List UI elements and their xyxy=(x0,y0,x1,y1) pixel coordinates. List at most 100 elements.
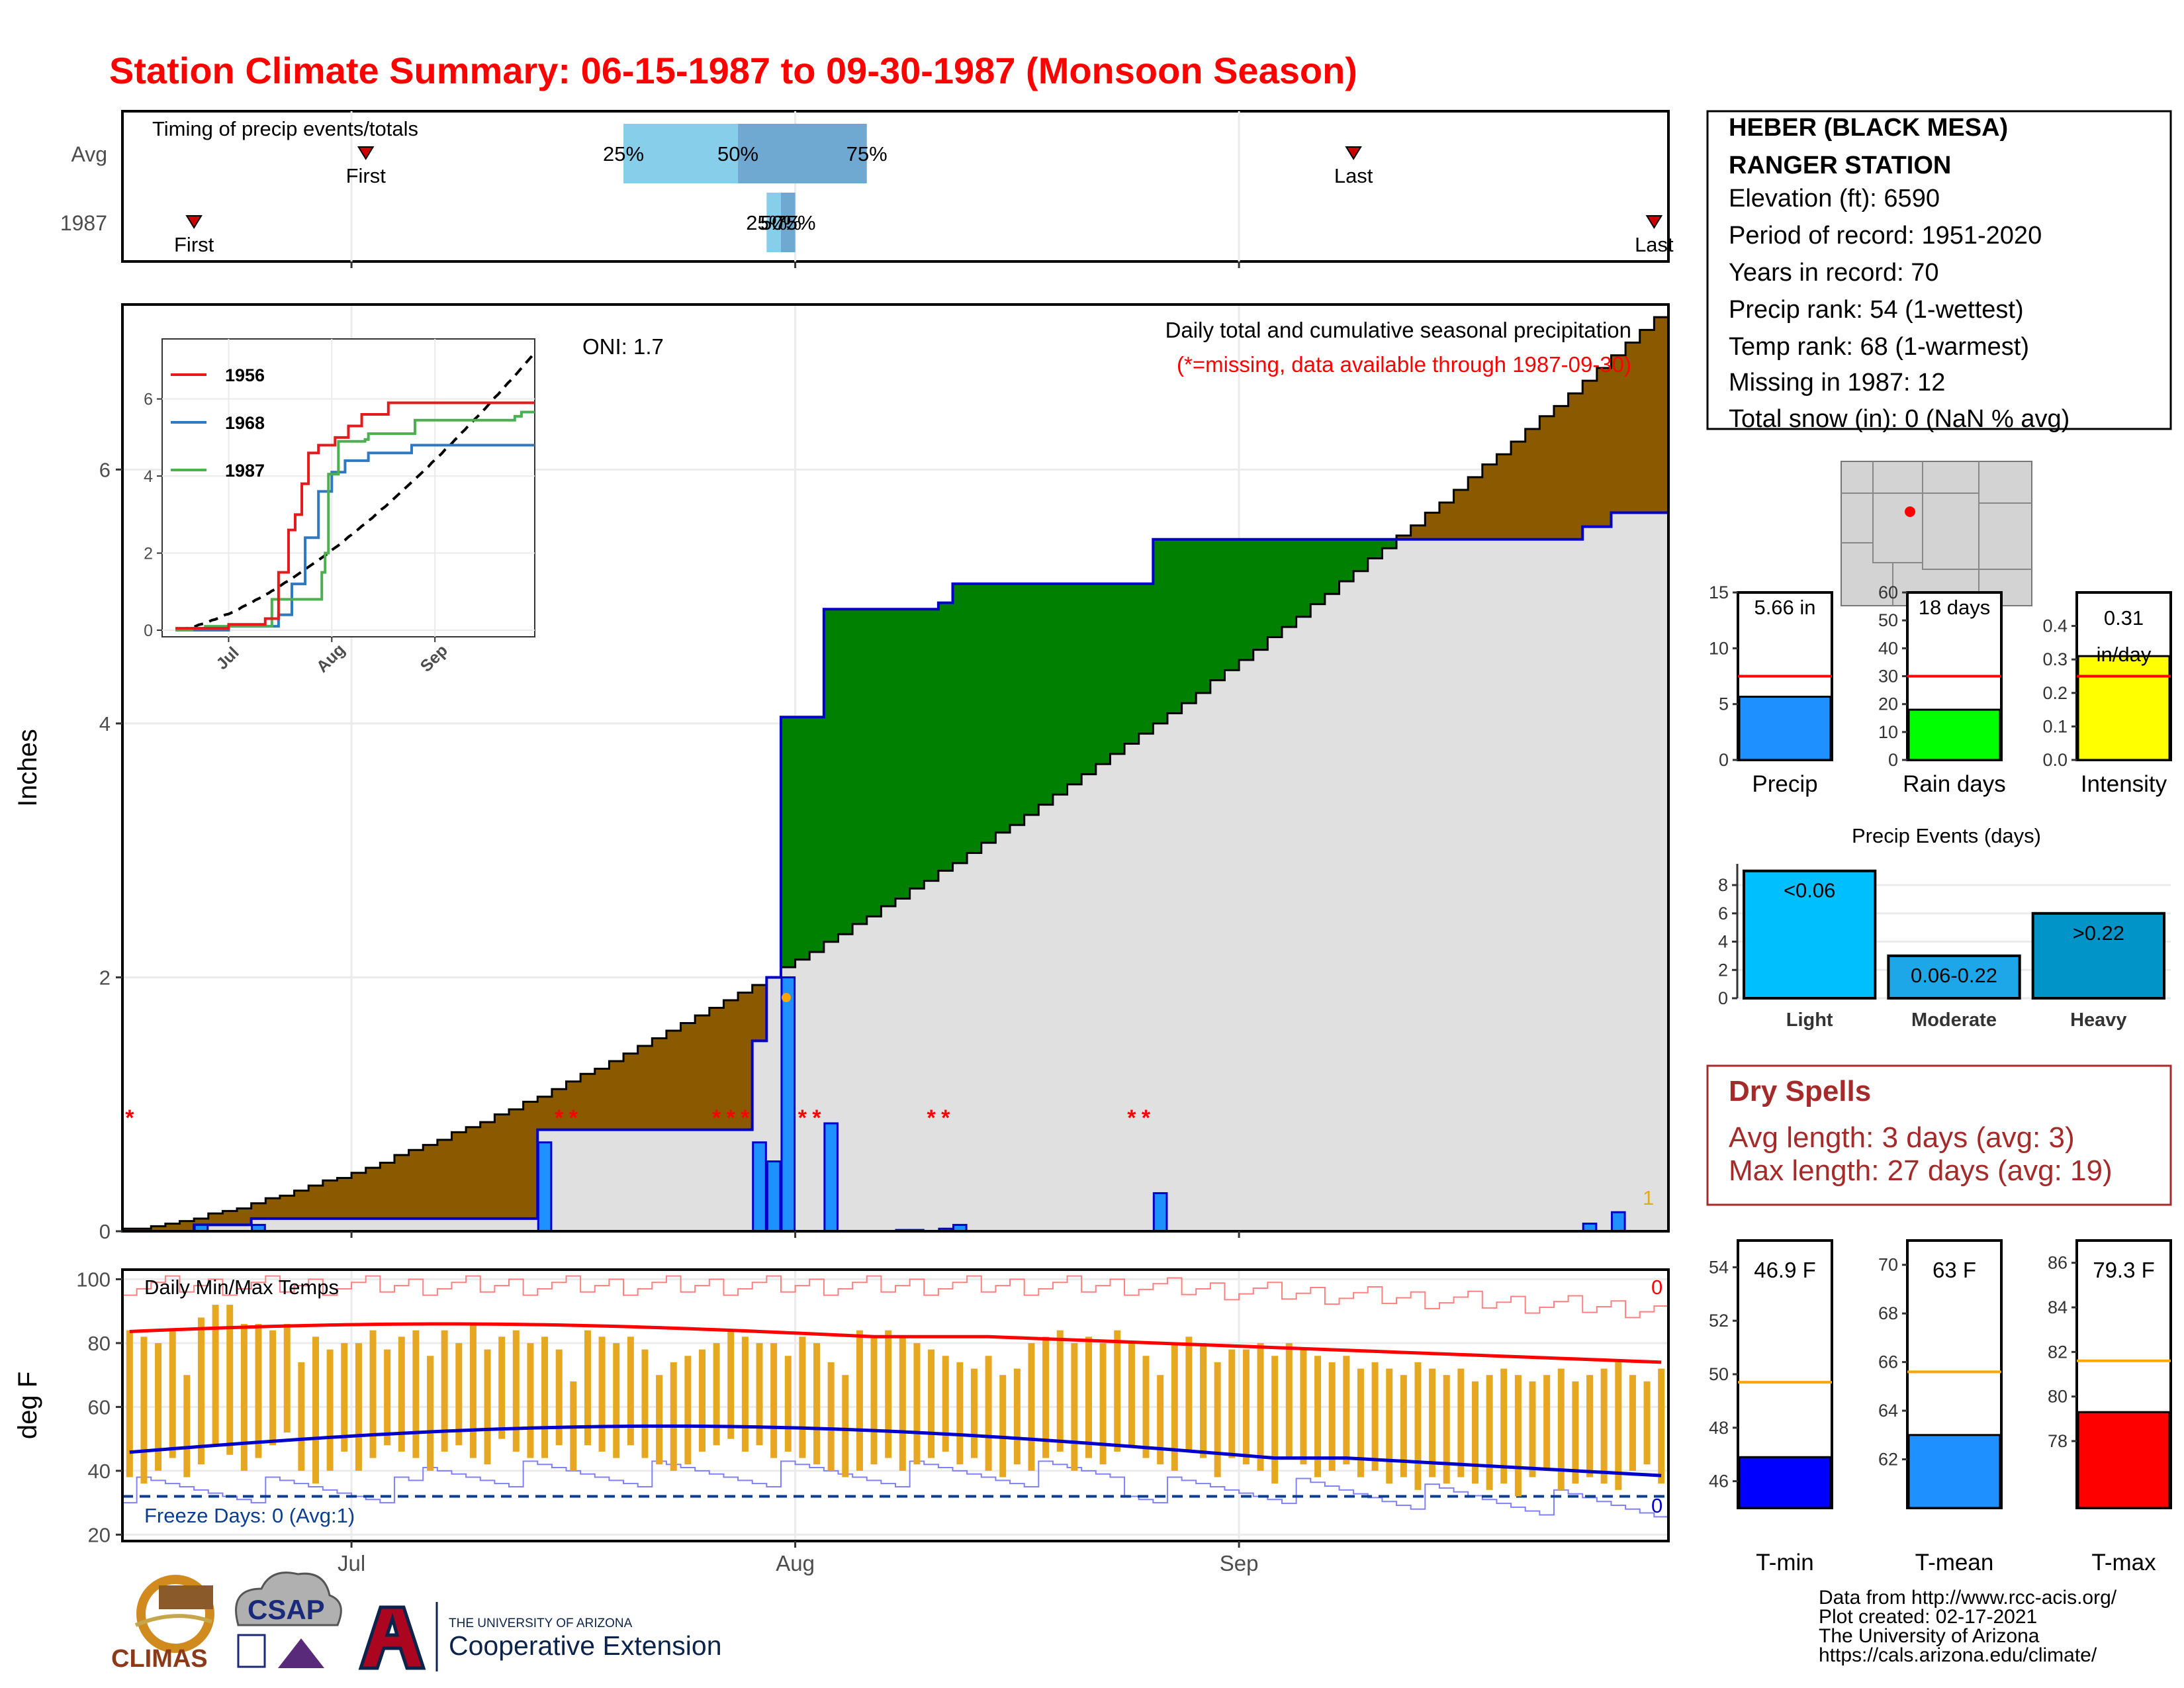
station-location-dot xyxy=(1905,506,1915,517)
inset-ytick-label: 4 xyxy=(144,467,153,486)
daily-temp-bar xyxy=(656,1375,663,1465)
deficit-area xyxy=(1453,490,1469,539)
daily-temp-bar xyxy=(1414,1362,1422,1490)
surplus-area xyxy=(795,717,810,960)
daily-temp-bar xyxy=(269,1330,277,1446)
surplus-area xyxy=(809,717,825,953)
footer-line-3: The University of Arizona xyxy=(1819,1625,2040,1647)
timing-avg-last-label: Last xyxy=(1334,164,1373,187)
mini-ytick-label: 5 xyxy=(1719,694,1729,714)
temp-bottom-count: 0 xyxy=(1651,1494,1662,1517)
timing-avg-first-marker xyxy=(357,146,375,160)
temp-axes: 20 40 60 80 100 Jul Aug Sep xyxy=(76,1268,1258,1575)
daily-temp-bar xyxy=(527,1342,534,1458)
temp-summary-ytick-label: 80 xyxy=(2048,1387,2068,1407)
events-category-label: Light xyxy=(1786,1009,1833,1031)
station-period: Period of record: 1951-2020 xyxy=(1729,222,2042,250)
daily-temp-bar xyxy=(870,1336,878,1465)
temp-xtick-label: Jul xyxy=(338,1551,365,1575)
events-bar-label: <0.06 xyxy=(1784,879,1835,902)
mini-ytick-label: 15 xyxy=(1709,583,1729,602)
obs-cumulative-line xyxy=(122,511,1668,1231)
surplus-area xyxy=(1310,539,1326,604)
deficit-area xyxy=(1553,406,1569,539)
daily-temp-bar xyxy=(412,1330,420,1458)
deficit-area xyxy=(1625,342,1641,513)
deficit-area xyxy=(752,984,767,1041)
daily-temp-bar xyxy=(827,1362,835,1471)
surplus-area xyxy=(1124,583,1140,744)
surplus-area xyxy=(1239,539,1254,660)
surplus-area xyxy=(1224,539,1240,671)
daily-precip-bar xyxy=(766,1160,782,1231)
missing-mark: * xyxy=(941,1105,950,1131)
surplus-area xyxy=(1267,539,1283,637)
daily-temp-bar xyxy=(842,1375,849,1477)
daily-temp-bar xyxy=(1285,1342,1293,1458)
deficit-area xyxy=(466,1127,481,1219)
daily-temp-bar xyxy=(1257,1342,1264,1471)
legend-1956: 1956 xyxy=(225,365,265,385)
deficit-area xyxy=(365,1168,381,1219)
ua-line2: Cooperative Extension xyxy=(449,1630,722,1661)
daily-temp-bar xyxy=(613,1342,620,1458)
timing-row-label-avg: Avg xyxy=(71,142,107,166)
surplus-area xyxy=(1138,583,1154,734)
main-axes: 0 2 4 6 xyxy=(99,458,1240,1243)
daily-temp-bar xyxy=(741,1336,749,1452)
daily-temp-bar xyxy=(1386,1368,1393,1484)
footer-line-1: Data from http://www.rcc-acis.org/ xyxy=(1819,1587,2117,1609)
daily-temp-bar xyxy=(126,1330,133,1477)
daily-precip-bar xyxy=(1582,1222,1598,1231)
surplus-area xyxy=(1081,583,1097,774)
oni-label: ONI: 1.7 xyxy=(582,334,664,359)
temp-xtick-label: Aug xyxy=(776,1551,815,1575)
temp-summary-t-max: 79.3 F 78 80 82 84 86 T-max xyxy=(2048,1239,2172,1575)
deficit-area xyxy=(1482,464,1498,539)
timing-avg-p25-label: 25% xyxy=(603,142,644,165)
deficit-area xyxy=(179,1221,195,1231)
surplus-area xyxy=(1296,539,1311,617)
daily-temp-bar xyxy=(1328,1362,1336,1471)
daily-precip-bar xyxy=(1610,1211,1626,1231)
daily-temp-bar xyxy=(341,1342,348,1452)
deficit-area xyxy=(1410,525,1426,539)
avg-min-line xyxy=(129,1424,1662,1477)
mini-chart-label: Precip xyxy=(1752,771,1817,797)
ua-logo: THE UNIVERSITY OF ARIZONA Cooperative Ex… xyxy=(358,1602,722,1671)
deficit-area xyxy=(723,1000,739,1130)
deficit-area xyxy=(237,1208,252,1225)
daily-temp-bar xyxy=(398,1336,405,1452)
surplus-area xyxy=(995,583,1011,833)
daily-temp-bar xyxy=(970,1368,978,1458)
daily-temp-bar xyxy=(799,1336,806,1458)
events-bar-moderate xyxy=(1887,954,2021,1000)
surplus-area xyxy=(1095,583,1111,765)
missing-mark: * xyxy=(1142,1105,1151,1131)
daily-temp-bar xyxy=(183,1375,191,1477)
surplus-area xyxy=(1196,539,1211,693)
deficit-area xyxy=(394,1154,410,1219)
daily-temp-bar xyxy=(1371,1362,1379,1471)
temp-ytick-label: 40 xyxy=(88,1460,111,1483)
precip-ytick-label: 0 xyxy=(99,1220,111,1243)
temp-summary-ytick-label: 54 xyxy=(1709,1257,1729,1277)
missing-mark: * xyxy=(727,1105,736,1131)
record-max-line xyxy=(122,1275,1668,1319)
daily-temp-bar xyxy=(1185,1336,1193,1452)
mini-value-bar xyxy=(1738,696,1832,761)
daily-temp-bar xyxy=(1314,1356,1322,1477)
daily-temp-bar xyxy=(1085,1336,1092,1458)
temp-summary-bar xyxy=(2077,1411,2171,1509)
timing-row-label-1987: 1987 xyxy=(60,211,107,235)
mini-ytick-label: 0 xyxy=(1888,750,1898,770)
daily-temp-bar xyxy=(1300,1349,1307,1465)
events-bar-light xyxy=(1743,869,1877,1000)
surplus-area xyxy=(1010,583,1025,825)
locator-map xyxy=(1841,461,2032,606)
temp-summary-bar xyxy=(1907,1434,2001,1509)
events-category-label: Heavy xyxy=(2070,1009,2126,1031)
daily-temp-bar xyxy=(455,1342,463,1446)
missing-note: (*=missing, data available through 1987-… xyxy=(1177,352,1631,377)
